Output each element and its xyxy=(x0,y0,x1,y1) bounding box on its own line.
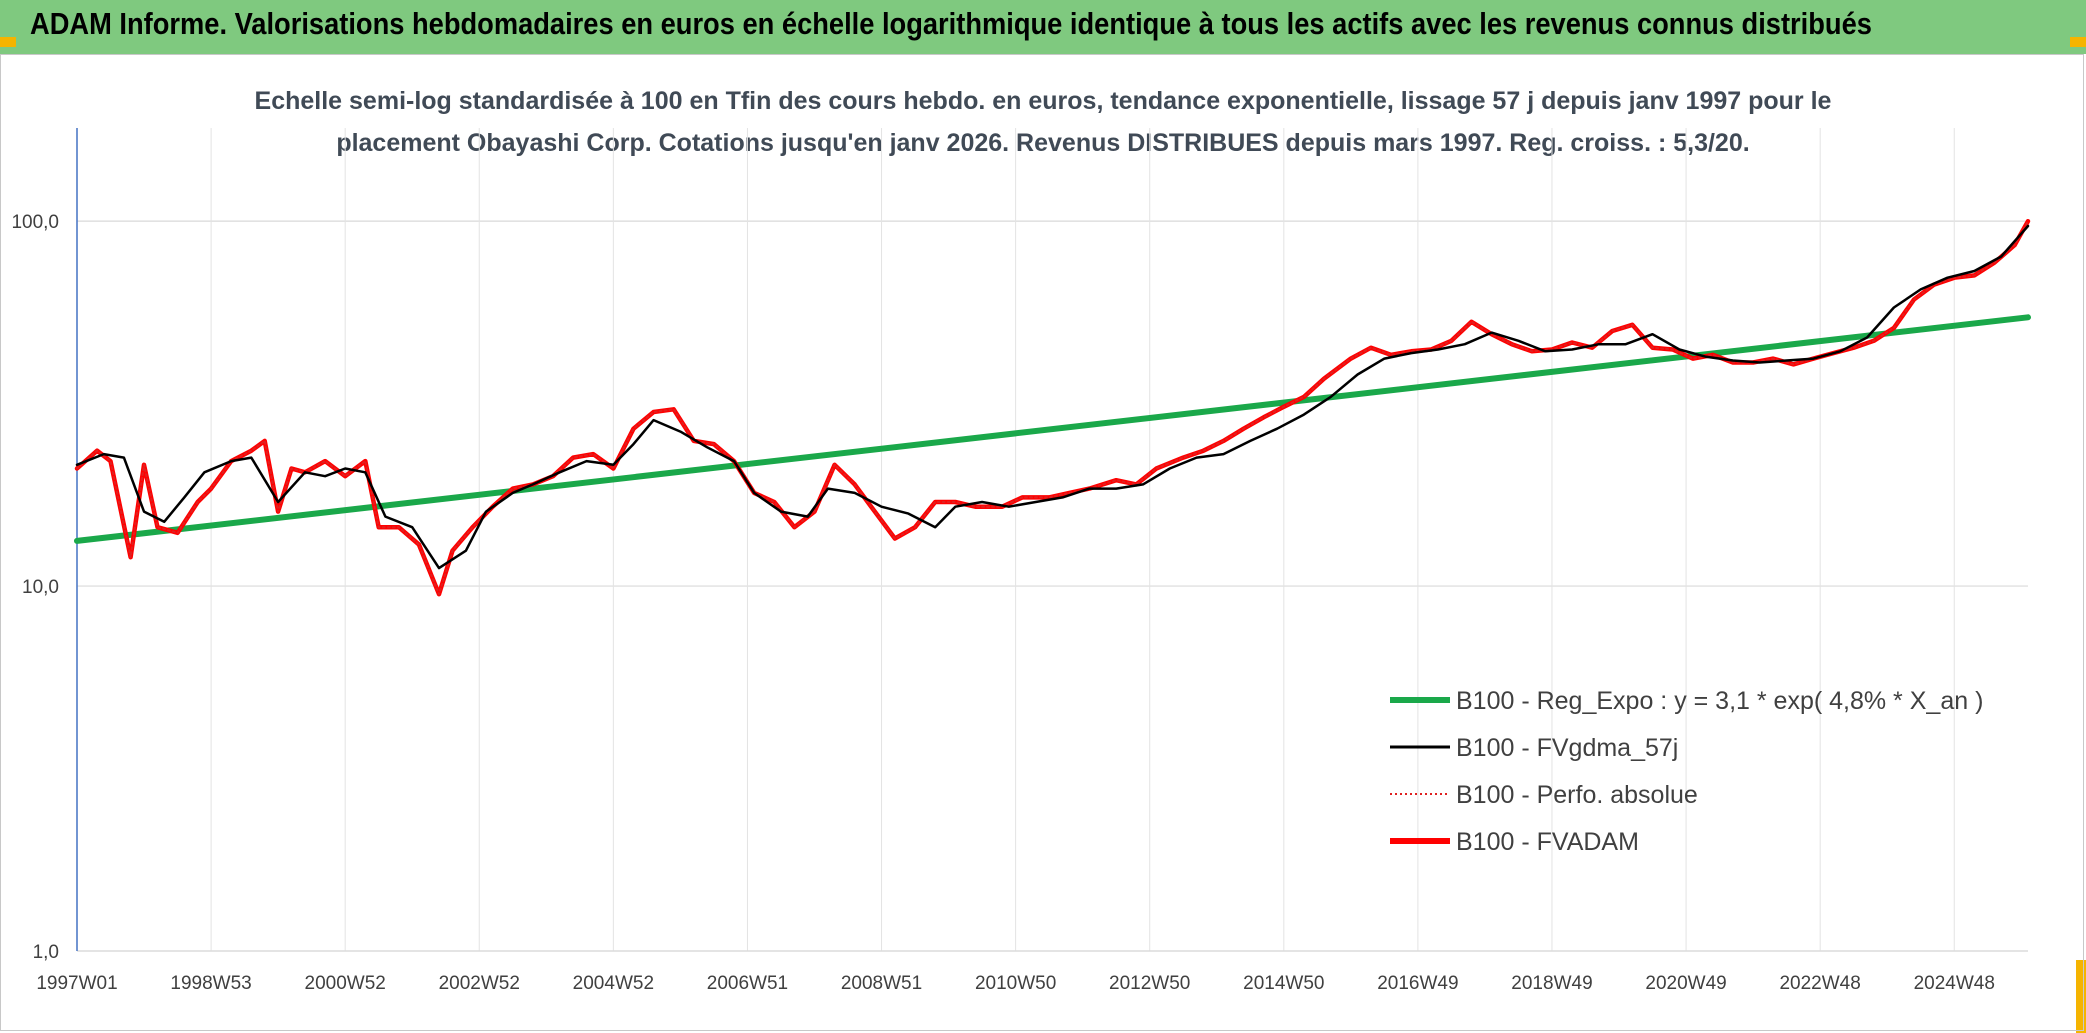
x-tick-label: 2002W52 xyxy=(439,973,520,994)
series-lines xyxy=(74,218,2031,597)
y-tick-label: 10,0 xyxy=(22,577,59,598)
x-tick-label: 1997W01 xyxy=(36,973,117,994)
x-tick-label: 2006W51 xyxy=(707,973,788,994)
chart-subtitle-line-1: Echelle semi-log standardisée à 100 en T… xyxy=(254,87,1832,115)
series-fvgdma-line xyxy=(75,224,2030,570)
x-tick-label: 2004W52 xyxy=(573,973,654,994)
series-reg-expo-line xyxy=(74,314,2031,544)
x-tick-label: 2012W50 xyxy=(1109,973,1190,994)
x-axis-ticks: 1997W01 1998W53 2000W52 2002W52 2004W52 2006W… xyxy=(36,973,1995,994)
series-fvadam-line xyxy=(74,218,2031,597)
corner-accent-bottom-right xyxy=(2076,960,2086,1033)
header-bar: ADAM Informe. Valorisations hebdomadaire… xyxy=(0,0,2086,54)
x-tick-label: 2018W49 xyxy=(1511,973,1592,994)
legend-label: B100 - Perfo. absolue xyxy=(1456,781,1698,809)
gridlines xyxy=(77,128,2028,952)
y-tick-label: 100,0 xyxy=(11,212,59,233)
y-axis-ticks: 1,0 10,0 100,0 xyxy=(11,212,59,963)
y-tick-label: 1,0 xyxy=(33,942,59,963)
x-tick-label: 2016W49 xyxy=(1377,973,1458,994)
x-tick-label: 2022W48 xyxy=(1779,973,1860,994)
legend-label: B100 - FVgdma_57j xyxy=(1456,734,1678,762)
x-tick-label: 2014W50 xyxy=(1243,973,1324,994)
corner-accent-top-left xyxy=(0,37,16,47)
x-tick-label: 1998W53 xyxy=(170,973,251,994)
chart-legend: B100 - Reg_Expo : y = 3,1 * exp( 4,8% * … xyxy=(1390,687,1983,856)
x-tick-label: 2024W48 xyxy=(1914,973,1995,994)
series-perfo-absolue-line xyxy=(76,220,2029,596)
x-tick-label: 2000W52 xyxy=(305,973,386,994)
legend-label: B100 - Reg_Expo : y = 3,1 * exp( 4,8% * … xyxy=(1456,687,1983,715)
legend-label: B100 - FVADAM xyxy=(1456,828,1639,856)
x-tick-label: 2020W49 xyxy=(1645,973,1726,994)
x-tick-label: 2010W50 xyxy=(975,973,1056,994)
x-tick-label: 2008W51 xyxy=(841,973,922,994)
chart-subtitle-line-2: placement Obayashi Corp. Cotations jusqu… xyxy=(336,129,1750,157)
chart-area xyxy=(0,54,2084,1031)
report-title: ADAM Informe. Valorisations hebdomadaire… xyxy=(30,6,1872,41)
corner-accent-top-right xyxy=(2070,37,2086,47)
